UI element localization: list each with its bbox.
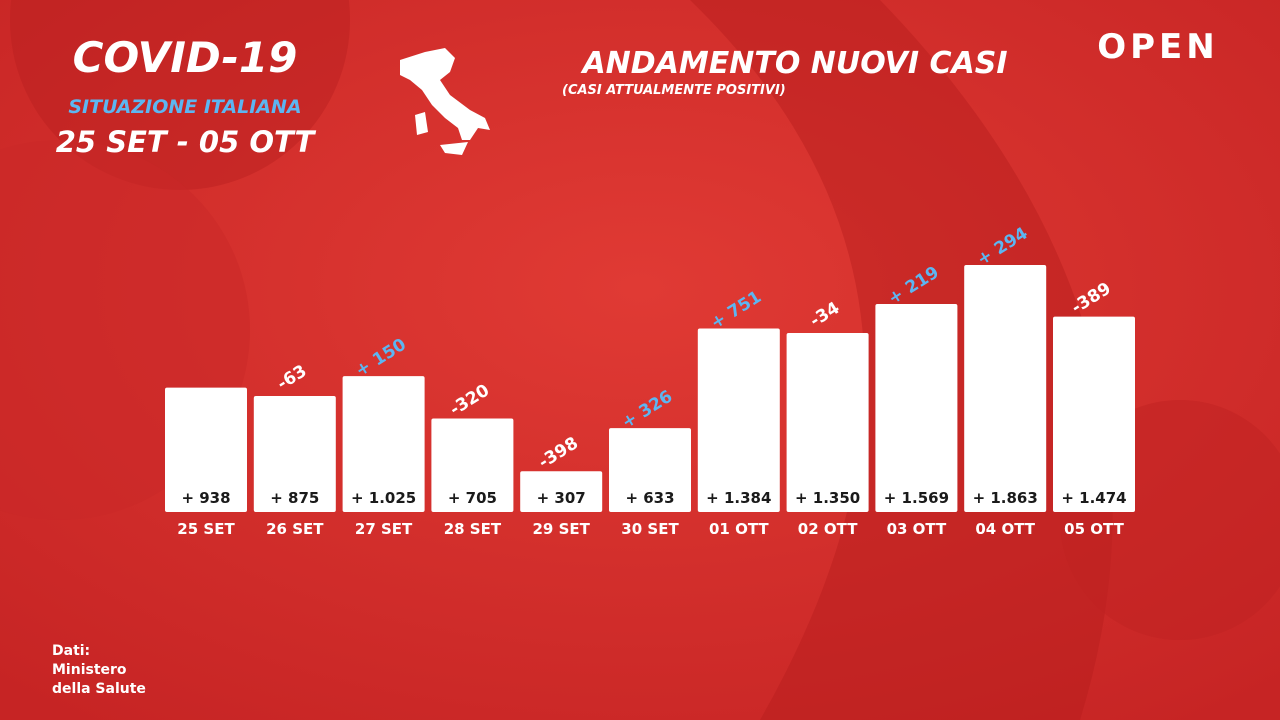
source-text: Ministero (52, 662, 127, 678)
bar (697, 328, 780, 512)
italy-map (400, 48, 490, 155)
bar (964, 265, 1047, 512)
bar (786, 333, 869, 512)
header-title: COVID-19 (73, 33, 298, 82)
x-tick-label: 26 SET (266, 520, 324, 538)
value-label: + 1.350 (795, 489, 860, 507)
header-subtitle: SITUAZIONE ITALIANA (68, 96, 301, 118)
value-label: + 705 (448, 489, 497, 507)
bar (520, 471, 603, 512)
x-tick-label: 29 SET (533, 520, 591, 538)
x-tick-label: 28 SET (444, 520, 502, 538)
value-label: + 1.025 (351, 489, 416, 507)
value-label: + 1.569 (884, 489, 949, 507)
bar (875, 303, 958, 512)
x-tick-label: 02 OTT (798, 520, 858, 538)
value-label: + 1.474 (1061, 489, 1126, 507)
bar (431, 418, 514, 512)
value-label: + 307 (537, 489, 586, 507)
x-tick-label: 30 SET (621, 520, 679, 538)
x-tick-label: 05 OTT (1064, 520, 1124, 538)
bg-virus (10, 0, 350, 190)
bar (1053, 316, 1135, 512)
bar (165, 387, 247, 512)
value-label: + 938 (181, 489, 230, 507)
brand-logo: OPEN (1097, 27, 1219, 67)
x-tick-label: 04 OTT (975, 520, 1035, 538)
source-text: della Salute (52, 681, 146, 697)
x-tick-label: 03 OTT (887, 520, 947, 538)
x-tick-label: 01 OTT (709, 520, 769, 538)
source-text: Dati: (52, 643, 90, 659)
chart-subtitle: (CASI ATTUALMENTE POSITIVI) (562, 83, 786, 98)
x-tick-label: 27 SET (355, 520, 413, 538)
value-label: + 1.384 (706, 489, 771, 507)
chart-title: ANDAMENTO NUOVI CASI (580, 46, 1007, 81)
bar (253, 395, 336, 512)
value-label: + 1.863 (973, 489, 1038, 507)
bar (342, 376, 425, 512)
x-tick-label: 25 SET (177, 520, 235, 538)
bar (609, 428, 691, 512)
header-period: 25 SET - 05 OTT (56, 125, 317, 159)
value-label: + 875 (270, 489, 319, 507)
value-label: + 633 (625, 489, 674, 507)
